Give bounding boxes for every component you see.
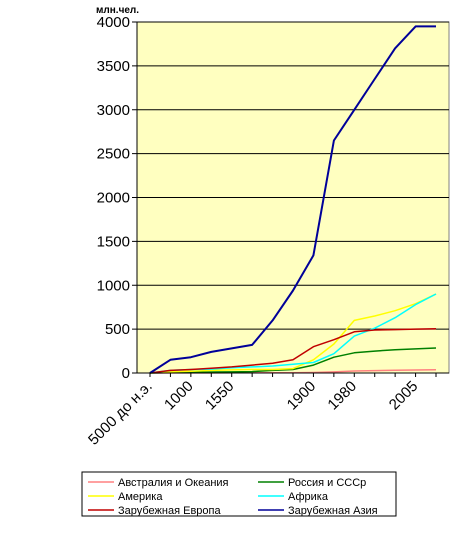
y-tick-label-500: 500 [105,321,130,338]
series-line-4 [149,327,437,374]
x-tick-label-4: 1550 [202,378,238,414]
series-line-5 [149,25,436,374]
legend-label-4: Зарубежная Европа [118,505,221,517]
x-tick-label-10: 1980 [324,378,360,414]
y-tick-label-2500: 2500 [97,146,130,163]
x-tick-label-8: 1900 [284,378,320,414]
y-tick-label-2000: 2000 [97,190,130,207]
legend-label-2: Америка [118,491,163,503]
x-tick-label-13: 2005 [386,378,422,414]
legend-label-1: Россия и СССр [288,477,366,489]
series-line-1 [149,347,437,374]
series-line-2 [149,293,437,374]
y-axis-unit-label: млн.чел. [96,5,139,16]
x-tick-label-0: 5000 до н.э. [85,378,156,449]
legend-box [81,471,397,517]
y-tick-label-3000: 3000 [97,102,130,119]
y-tick-label-4000: 4000 [97,14,130,31]
legend-label-3: Африка [288,491,329,503]
x-tick-label-2: 1000 [161,378,197,414]
y-tick-label-3500: 3500 [97,58,130,75]
y-tick-label-1000: 1000 [97,277,130,294]
legend-label-5: Зарубежная Азия [288,505,378,517]
y-tick-label-1500: 1500 [97,233,130,250]
legend: Австралия и Океания Россия и СССр Америка А… [81,471,397,517]
y-tick-label-0: 0 [122,365,130,382]
legend-label-0: Австралия и Океания [118,477,229,489]
